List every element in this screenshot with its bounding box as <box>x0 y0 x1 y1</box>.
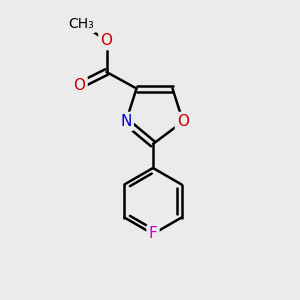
Text: CH₃: CH₃ <box>68 17 94 31</box>
Text: O: O <box>177 114 189 129</box>
Text: F: F <box>148 226 158 242</box>
Text: O: O <box>100 33 112 48</box>
Text: N: N <box>120 114 132 129</box>
Text: O: O <box>74 78 86 93</box>
